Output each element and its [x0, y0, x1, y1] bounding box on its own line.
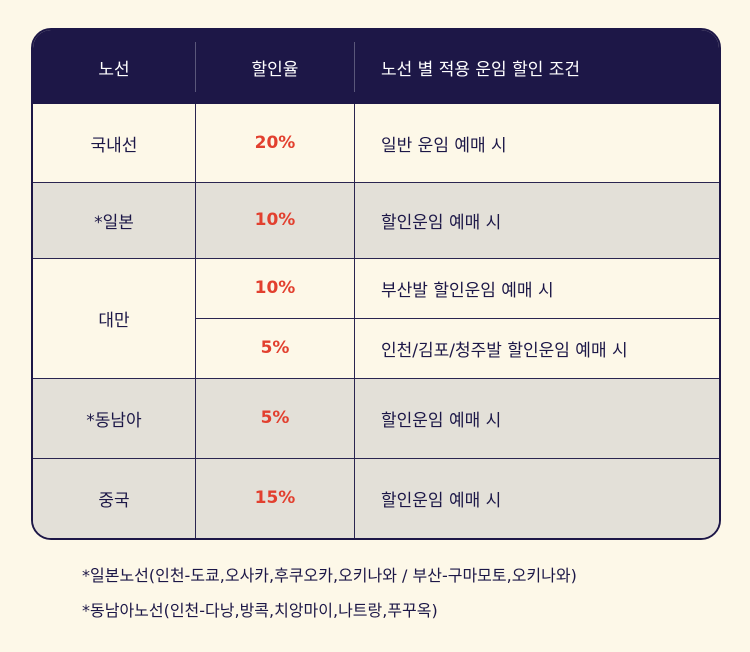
header-route: 노선	[98, 59, 130, 80]
route-cell: *일본	[94, 212, 134, 233]
discount-table: 노선 할인율 노선 별 적용 운임 할인 조건 국내선 20% 일반 운임 예매…	[31, 28, 721, 540]
route-cell: 국내선	[90, 135, 138, 156]
header-divider	[195, 42, 196, 92]
southeast-asia-routes-note: *동남아노선(인천-다낭,방콕,치앙마이,나트랑,푸꾸옥)	[82, 601, 438, 620]
route-cell: 중국	[98, 490, 130, 511]
condition-cell: 인천/김포/청주발 할인운임 예매 시	[381, 340, 628, 361]
column-divider	[195, 104, 196, 538]
condition-cell: 부산발 할인운임 예매 시	[381, 280, 554, 301]
header-condition: 노선 별 적용 운임 할인 조건	[381, 59, 581, 80]
rate-cell: 10%	[254, 278, 296, 298]
row-divider	[195, 318, 719, 319]
header-divider	[354, 42, 355, 92]
condition-cell: 일반 운임 예매 시	[381, 135, 507, 156]
rate-cell: 15%	[254, 488, 296, 508]
header-rate: 할인율	[251, 59, 299, 80]
column-divider	[354, 104, 355, 538]
rate-cell: 10%	[254, 210, 296, 230]
rate-cell: 5%	[260, 408, 290, 428]
route-cell: *동남아	[86, 410, 142, 431]
condition-cell: 할인운임 예매 시	[381, 212, 502, 233]
row-divider	[33, 458, 719, 459]
table-header: 노선 할인율 노선 별 적용 운임 할인 조건	[33, 30, 719, 104]
route-cell: 대만	[98, 310, 130, 331]
condition-cell: 할인운임 예매 시	[381, 490, 502, 511]
rate-cell: 5%	[260, 338, 290, 358]
row-divider	[33, 182, 719, 183]
row-japan	[33, 182, 719, 258]
row-china	[33, 458, 719, 538]
japan-routes-note: *일본노선(인천-도쿄,오사카,후쿠오카,오키나와 / 부산-구마모토,오키나와…	[82, 566, 577, 585]
rate-cell: 20%	[254, 133, 296, 153]
row-divider	[33, 258, 719, 259]
condition-cell: 할인운임 예매 시	[381, 410, 502, 431]
row-southeast-asia	[33, 378, 719, 458]
row-divider	[33, 378, 719, 379]
